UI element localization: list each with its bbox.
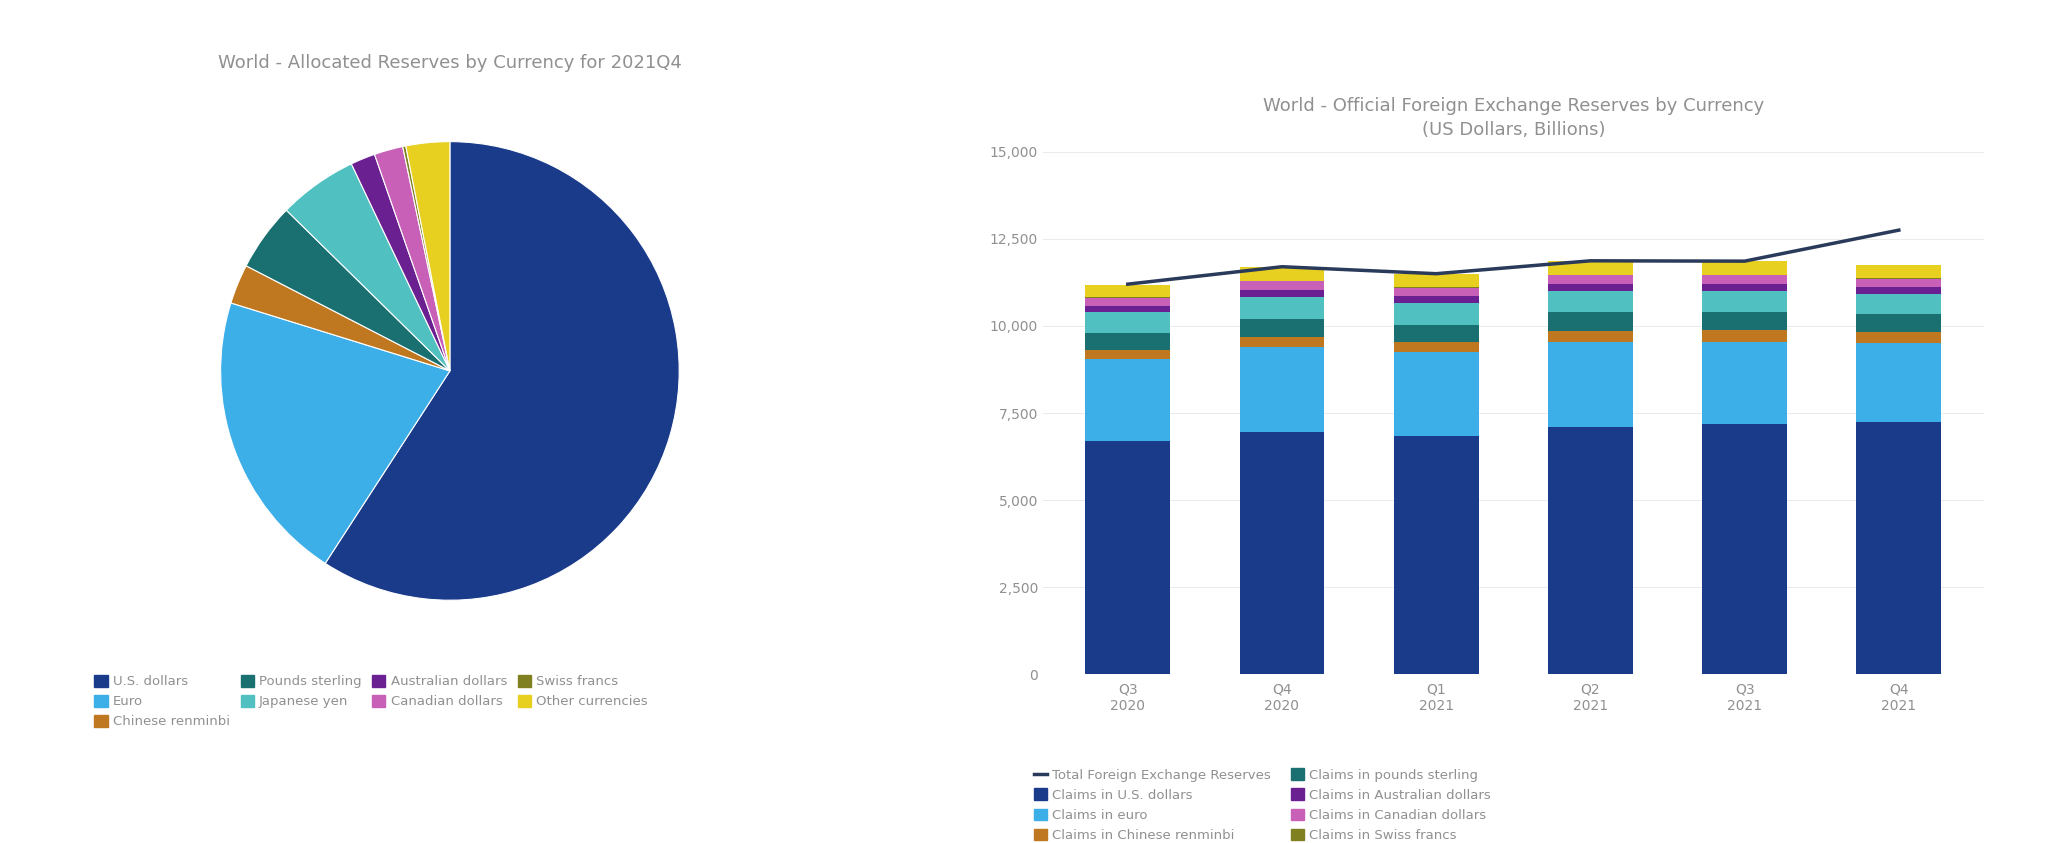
Bar — [1239, 336, 1325, 346]
Bar — [1086, 285, 1170, 298]
Wedge shape — [325, 142, 679, 600]
Legend: U.S. dollars, Euro, Chinese renminbi, Pounds sterling, Japanese yen, Australian : U.S. dollars, Euro, Chinese renminbi, Po… — [94, 674, 648, 728]
Bar — [1701, 330, 1787, 341]
Bar — [1857, 278, 1941, 287]
Bar — [1086, 333, 1170, 350]
Bar — [1239, 319, 1325, 336]
Wedge shape — [405, 142, 450, 371]
Bar — [1701, 423, 1787, 674]
Bar — [1239, 267, 1325, 281]
Bar — [1857, 265, 1941, 278]
Wedge shape — [231, 266, 450, 371]
Bar — [1086, 359, 1170, 441]
Bar — [1857, 422, 1941, 674]
Wedge shape — [245, 210, 450, 371]
Bar — [1086, 441, 1170, 674]
Title: World - Official Foreign Exchange Reserves by Currency
(US Dollars, Billions): World - Official Foreign Exchange Reserv… — [1262, 98, 1765, 139]
Bar — [1395, 296, 1479, 303]
Bar — [1239, 346, 1325, 432]
Bar — [1548, 291, 1632, 313]
Bar — [1701, 292, 1787, 312]
Bar — [1395, 342, 1479, 352]
Bar — [1548, 260, 1632, 275]
Bar — [1239, 282, 1325, 290]
Bar — [1395, 325, 1479, 342]
Bar — [1395, 288, 1479, 296]
Bar — [1548, 313, 1632, 330]
Bar — [1857, 287, 1941, 294]
Wedge shape — [286, 164, 450, 371]
Bar — [1857, 332, 1941, 343]
Bar — [1548, 276, 1632, 283]
Bar — [1548, 341, 1632, 427]
Bar — [1701, 284, 1787, 292]
Title: World - Allocated Reserves by Currency for 2021Q4: World - Allocated Reserves by Currency f… — [219, 54, 681, 72]
Bar — [1701, 341, 1787, 423]
Bar — [1239, 290, 1325, 298]
Wedge shape — [403, 146, 450, 371]
Bar — [1395, 274, 1479, 287]
Bar — [1239, 298, 1325, 319]
Bar — [1701, 261, 1787, 275]
Bar — [1086, 305, 1170, 313]
Bar — [1239, 432, 1325, 674]
Bar — [1701, 276, 1787, 284]
Bar — [1548, 427, 1632, 674]
Bar — [1395, 352, 1479, 436]
Bar — [1857, 343, 1941, 422]
Bar — [1548, 330, 1632, 341]
Legend: Total Foreign Exchange Reserves, Claims in U.S. dollars, Claims in euro, Claims : Total Foreign Exchange Reserves, Claims … — [1033, 769, 1491, 843]
Bar — [1857, 294, 1941, 314]
Bar — [1548, 283, 1632, 291]
Wedge shape — [352, 154, 450, 371]
Bar — [1395, 303, 1479, 325]
Wedge shape — [374, 147, 450, 371]
Wedge shape — [221, 303, 450, 563]
Bar — [1086, 298, 1170, 305]
Bar — [1701, 312, 1787, 330]
Bar — [1086, 313, 1170, 333]
Bar — [1086, 350, 1170, 359]
Bar — [1857, 314, 1941, 332]
Bar — [1395, 436, 1479, 674]
